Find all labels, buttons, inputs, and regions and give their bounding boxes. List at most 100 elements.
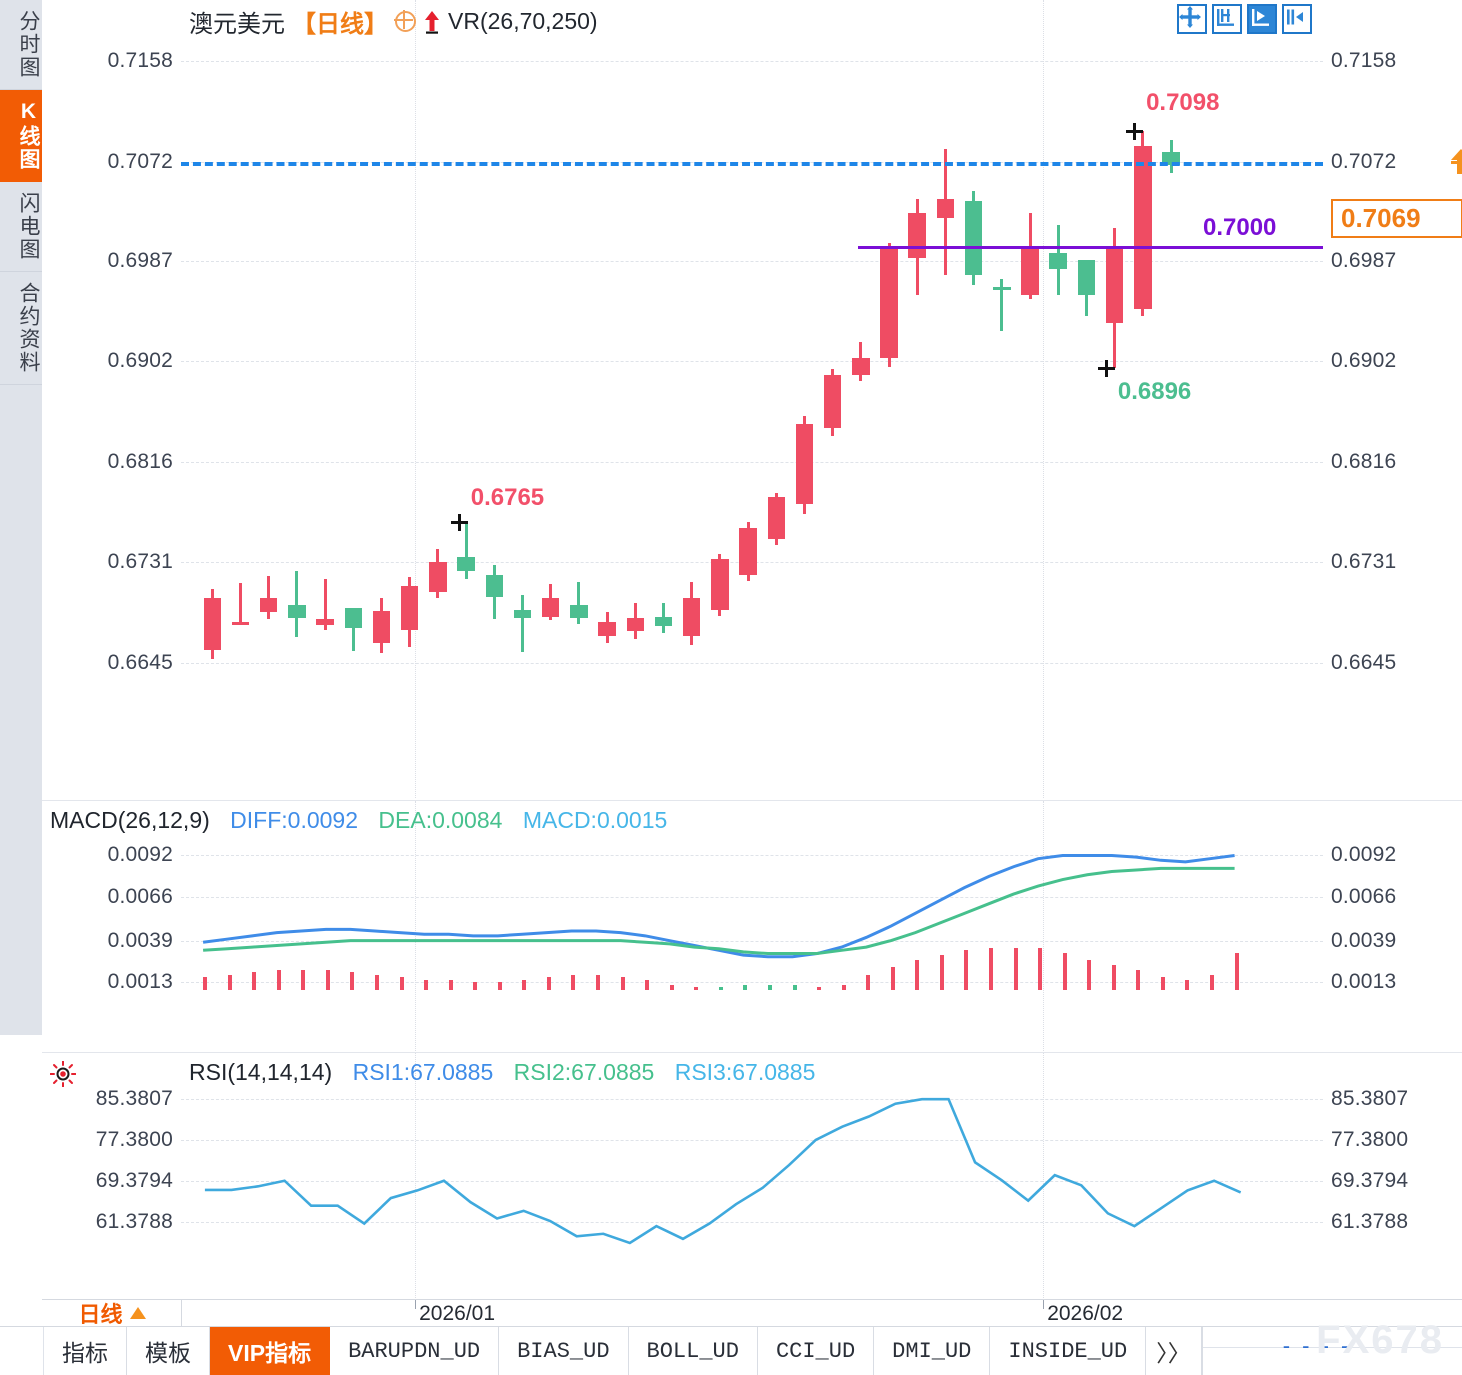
left-sidebar: 分时图 K线图 闪电图 合约资料 xyxy=(0,0,43,1325)
gridline xyxy=(181,940,1323,942)
price-tick-label: 0.7072 xyxy=(107,149,173,173)
tab-more[interactable]: 〉〉 xyxy=(1146,1327,1202,1375)
macd-histogram-bar xyxy=(669,984,674,990)
candle-body xyxy=(1134,146,1152,310)
candle-wick xyxy=(351,612,355,652)
tab-barupdn-ud[interactable]: BARUPDN_UD xyxy=(330,1327,500,1375)
macd-histogram-bar xyxy=(964,950,969,990)
macd-histogram-bar xyxy=(694,986,699,990)
sidebar-item-contract-info[interactable]: 合约资料 xyxy=(0,272,42,385)
macd-histogram-bar xyxy=(1087,960,1092,990)
sun-settings-icon[interactable] xyxy=(50,1061,76,1087)
sidebar-item-kline[interactable]: K线图 xyxy=(0,90,42,182)
rsi-tick-label: 85.3807 xyxy=(1331,1087,1409,1111)
macd-histogram-bar xyxy=(1160,977,1165,990)
candlestick xyxy=(288,0,306,798)
tab-vip-indicators[interactable]: VIP指标 xyxy=(210,1327,331,1375)
macd-diff-line xyxy=(202,853,1235,959)
gridline xyxy=(181,462,1323,464)
rsi-tick-label: 85.3807 xyxy=(95,1087,173,1111)
macd-histogram-bar xyxy=(620,977,625,990)
rsi-plot[interactable] xyxy=(181,1053,1323,1300)
crosshair-circle-icon[interactable] xyxy=(394,10,416,32)
date-label: 2026/01 xyxy=(419,1302,496,1325)
tab-inside-ud[interactable]: INSIDE_UD xyxy=(990,1327,1147,1375)
macd-histogram-bar xyxy=(1210,974,1215,990)
candle-body xyxy=(570,605,588,619)
chart-toolbar xyxy=(1177,4,1312,34)
macd-histogram-bar xyxy=(988,947,993,990)
candle-body xyxy=(936,199,955,218)
macd-macd-value: MACD:0.0015 xyxy=(522,807,668,833)
tab-indicators[interactable]: 指标 xyxy=(44,1327,127,1375)
measure-icon[interactable] xyxy=(1212,4,1242,34)
candle-body xyxy=(429,561,447,593)
macd-histogram-bar xyxy=(252,972,257,990)
candle-body xyxy=(344,607,362,628)
jump-right-icon[interactable] xyxy=(1282,4,1312,34)
candle-body xyxy=(598,621,616,636)
candle-body xyxy=(541,598,560,617)
candle-wick xyxy=(238,582,242,624)
vertical-gridline xyxy=(1043,0,1045,798)
candlestick xyxy=(1077,0,1096,798)
candlestick xyxy=(1021,0,1039,798)
sidebar-filler xyxy=(0,385,42,1035)
rsi-axis-left: 85.3807 77.3800 69.3794 61.3788 xyxy=(42,1053,181,1300)
macd-histogram-bar xyxy=(399,977,404,990)
macd-histogram-bar xyxy=(890,967,895,990)
macd-histogram-bar xyxy=(522,979,527,990)
macd-histogram-bar xyxy=(325,969,330,990)
sidebar-item-timeshare[interactable]: 分时图 xyxy=(0,0,42,90)
last-price-box[interactable]: 0.7069 xyxy=(1331,199,1462,239)
round-number-label: 0.7000 xyxy=(1203,214,1277,242)
candle-body xyxy=(1077,260,1096,296)
move-crosshair-icon[interactable] xyxy=(1177,4,1207,34)
candle-body xyxy=(513,609,532,619)
sidebar-item-lightning[interactable]: 闪电图 xyxy=(0,182,42,272)
rsi-tick-label: 77.3800 xyxy=(1331,1128,1409,1152)
tab-cci-ud[interactable]: CCI_UD xyxy=(758,1327,875,1375)
rsi-tick-label: 61.3788 xyxy=(95,1209,173,1233)
macd-plot[interactable] xyxy=(181,801,1323,1053)
candle-body xyxy=(1049,253,1067,270)
zoom-region-icon[interactable] xyxy=(1247,4,1277,34)
price-plot[interactable]: 0.7000 0.7098 0.6896 0.6765 xyxy=(181,0,1323,798)
candle-body xyxy=(767,497,785,540)
sidebar-item-label: 分时图 xyxy=(17,10,40,79)
candle-wick xyxy=(323,579,327,630)
macd-title: MACD(26,12,9) xyxy=(50,807,210,833)
price-axis-right: 0.7158 0.7072 0.6987 0.6902 0.6816 0.6731 0.66… xyxy=(1323,0,1462,798)
candle-body xyxy=(372,611,391,643)
candlestick xyxy=(372,0,391,798)
price-panel: 0.7158 0.7072 0.6987 0.6902 0.6816 0.6731 0.66… xyxy=(42,0,1462,798)
candlestick xyxy=(993,0,1011,798)
symbol-name: 澳元美元 xyxy=(189,11,285,38)
macd-tick-label: 0.0066 xyxy=(1331,885,1397,909)
up-arrow-icon xyxy=(425,10,439,34)
macd-tick-label: 0.0092 xyxy=(1331,843,1397,867)
macd-histogram-bar xyxy=(473,982,478,990)
tab-bias-ud[interactable]: BIAS_UD xyxy=(499,1327,629,1375)
price-tick-label: 0.6645 xyxy=(107,650,173,674)
tab-dmi-ud[interactable]: DMI_UD xyxy=(874,1327,991,1375)
macd-histogram-bar xyxy=(718,986,723,990)
candle-body xyxy=(316,619,334,626)
candlestick xyxy=(1105,0,1124,798)
tab-templates[interactable]: 模板 xyxy=(127,1327,210,1375)
candlestick xyxy=(1134,0,1152,798)
price-tick-label: 0.6816 xyxy=(107,450,173,474)
candlestick xyxy=(795,0,814,798)
sidebar-blank xyxy=(0,1035,42,1325)
candle-wick xyxy=(1000,278,1004,331)
candlestick xyxy=(513,0,532,798)
chart-title: 澳元美元 【日线】 VR(26,70,250) xyxy=(189,4,598,39)
indicator-label: VR(26,70,250) xyxy=(448,8,598,34)
tab-boll-ud[interactable]: BOLL_UD xyxy=(629,1327,758,1375)
candle-body xyxy=(993,287,1011,291)
period-button-label: 日线 xyxy=(78,1302,123,1327)
triangle-up-icon xyxy=(129,1307,146,1319)
period-button[interactable]: 日线 xyxy=(43,1299,182,1327)
candle-body xyxy=(654,616,673,627)
gridline xyxy=(181,1099,1323,1101)
